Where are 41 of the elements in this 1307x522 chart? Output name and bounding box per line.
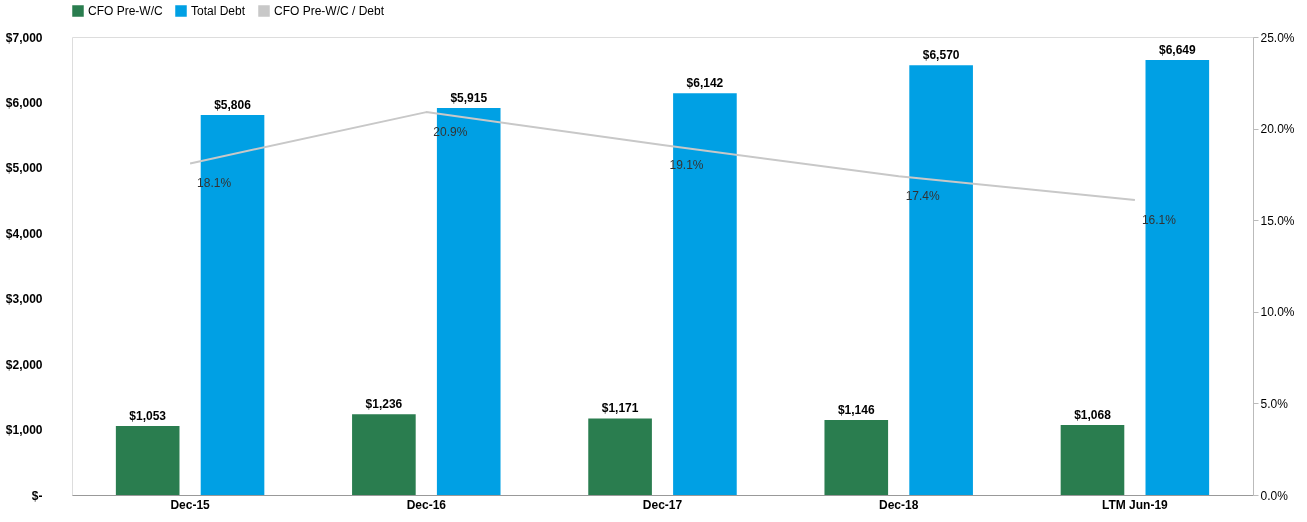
data-label: $1,146: [837, 403, 875, 418]
y-tick-label: $3,000: [5, 292, 43, 307]
x-tick-label: Dec-17: [642, 497, 683, 512]
legend-label: CFO Pre-W/C: [88, 4, 163, 18]
bar: [1145, 59, 1210, 495]
data-label: $1,068: [1074, 408, 1112, 423]
data-label: $5,806: [214, 98, 252, 113]
y-tick-label: $1,000: [5, 423, 43, 438]
bar: [824, 420, 889, 495]
y2-tick-label: 10.0%: [1260, 305, 1295, 320]
y-tick-label: $2,000: [5, 357, 43, 372]
x-tick-label: LTM Jun-19: [1102, 497, 1169, 512]
data-label: $1,053: [129, 409, 167, 424]
legend-label: Total Debt: [191, 4, 246, 18]
data-label: $1,171: [601, 401, 639, 416]
bar: [588, 418, 652, 495]
data-label: $6,649: [1158, 42, 1196, 57]
bar: [200, 115, 265, 495]
data-label: $5,915: [450, 90, 488, 105]
data-label: $6,142: [686, 76, 724, 91]
bar: [1060, 425, 1125, 495]
y-tick-label: $4,000: [5, 226, 43, 241]
y2-tick-label: 0.0%: [1260, 488, 1289, 503]
y-tick-label: $-: [31, 488, 43, 503]
y-tick-label: $5,000: [5, 161, 43, 176]
bar: [115, 426, 180, 495]
y2-tick-label: 15.0%: [1260, 213, 1295, 228]
line-series: [189, 111, 1136, 202]
y-tick-label: $7,000: [5, 30, 43, 45]
data-label: $6,570: [922, 48, 960, 63]
x-tick-label: Dec-16: [406, 497, 447, 512]
bar: [352, 414, 416, 495]
y-tick-label: $6,000: [5, 95, 43, 110]
y2-tick-label: 20.0%: [1260, 122, 1295, 137]
x-tick-label: Dec-18: [879, 497, 919, 512]
data-label: $1,236: [365, 397, 403, 412]
y2-tick-label: 5.0%: [1260, 396, 1289, 411]
y2-tick-label: 25.0%: [1260, 30, 1295, 45]
x-tick-label: Dec-15: [170, 497, 211, 512]
bar: [436, 107, 501, 495]
legend-label: CFO Pre-W/C / Debt: [274, 4, 385, 18]
